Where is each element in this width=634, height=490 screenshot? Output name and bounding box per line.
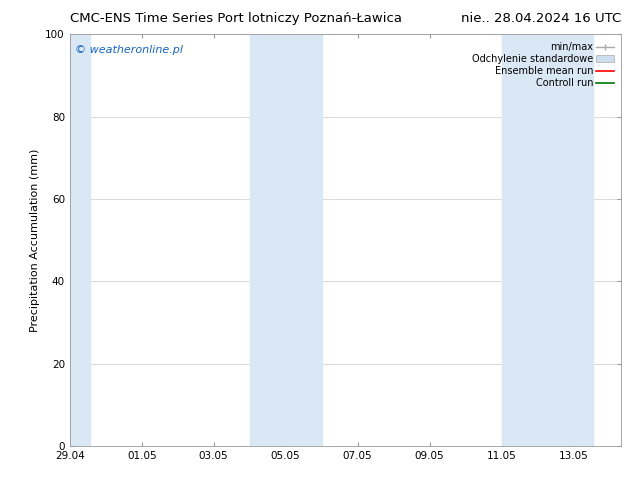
Text: © weatheronline.pl: © weatheronline.pl — [75, 45, 183, 54]
Bar — [70, 34, 89, 446]
Bar — [501, 34, 593, 446]
Y-axis label: Precipitation Accumulation (mm): Precipitation Accumulation (mm) — [30, 148, 40, 332]
Text: nie.. 28.04.2024 16 UTC: nie.. 28.04.2024 16 UTC — [461, 12, 621, 25]
Legend: min/max, Odchylenie standardowe, Ensemble mean run, Controll run: min/max, Odchylenie standardowe, Ensembl… — [469, 39, 616, 91]
Bar — [250, 34, 321, 446]
Text: CMC-ENS Time Series Port lotniczy Poznań-Ławica: CMC-ENS Time Series Port lotniczy Poznań… — [70, 12, 402, 25]
